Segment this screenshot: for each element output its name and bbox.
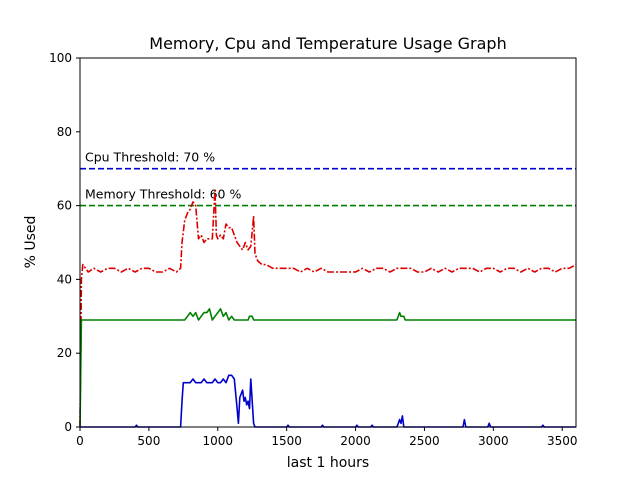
threshold-lines: Cpu Threshold: 70 % Memory Threshold: 60 … — [80, 150, 576, 207]
x-tick-label: 500 — [137, 434, 160, 448]
data-series — [79, 190, 577, 428]
y-tick-label: 20 — [57, 346, 72, 360]
x-tick-label: 2000 — [340, 434, 371, 448]
x-tick-label: 3500 — [547, 434, 578, 448]
series-line-2 — [80, 374, 576, 428]
chart-title: Memory, Cpu and Temperature Usage Graph — [149, 34, 506, 53]
y-tick-label: 100 — [49, 51, 72, 65]
x-tick-label: 3000 — [478, 434, 509, 448]
x-tick-label: 0 — [76, 434, 84, 448]
y-tick-label: 80 — [57, 125, 72, 139]
series-line-1 — [79, 308, 576, 428]
y-axis-label: % Used — [23, 216, 39, 269]
series-line-0 — [79, 190, 577, 428]
y-tick-label: 0 — [64, 420, 72, 434]
plot-area — [80, 58, 576, 427]
x-tick-label: 2500 — [409, 434, 440, 448]
threshold-label: Memory Threshold: 60 % — [85, 187, 241, 202]
x-axis-label: last 1 hours — [287, 455, 369, 471]
threshold-label: Cpu Threshold: 70 % — [85, 150, 215, 165]
y-tick-label: 60 — [57, 199, 72, 213]
axis-ticks: 0 500 1000 1500 2000 2500 3000 3500 0 20 40 60 80 100 — [49, 51, 577, 448]
x-tick-label: 1000 — [203, 434, 234, 448]
plot-frame — [79, 57, 577, 428]
x-tick-label: 1500 — [271, 434, 302, 448]
y-tick-label: 40 — [57, 272, 72, 286]
